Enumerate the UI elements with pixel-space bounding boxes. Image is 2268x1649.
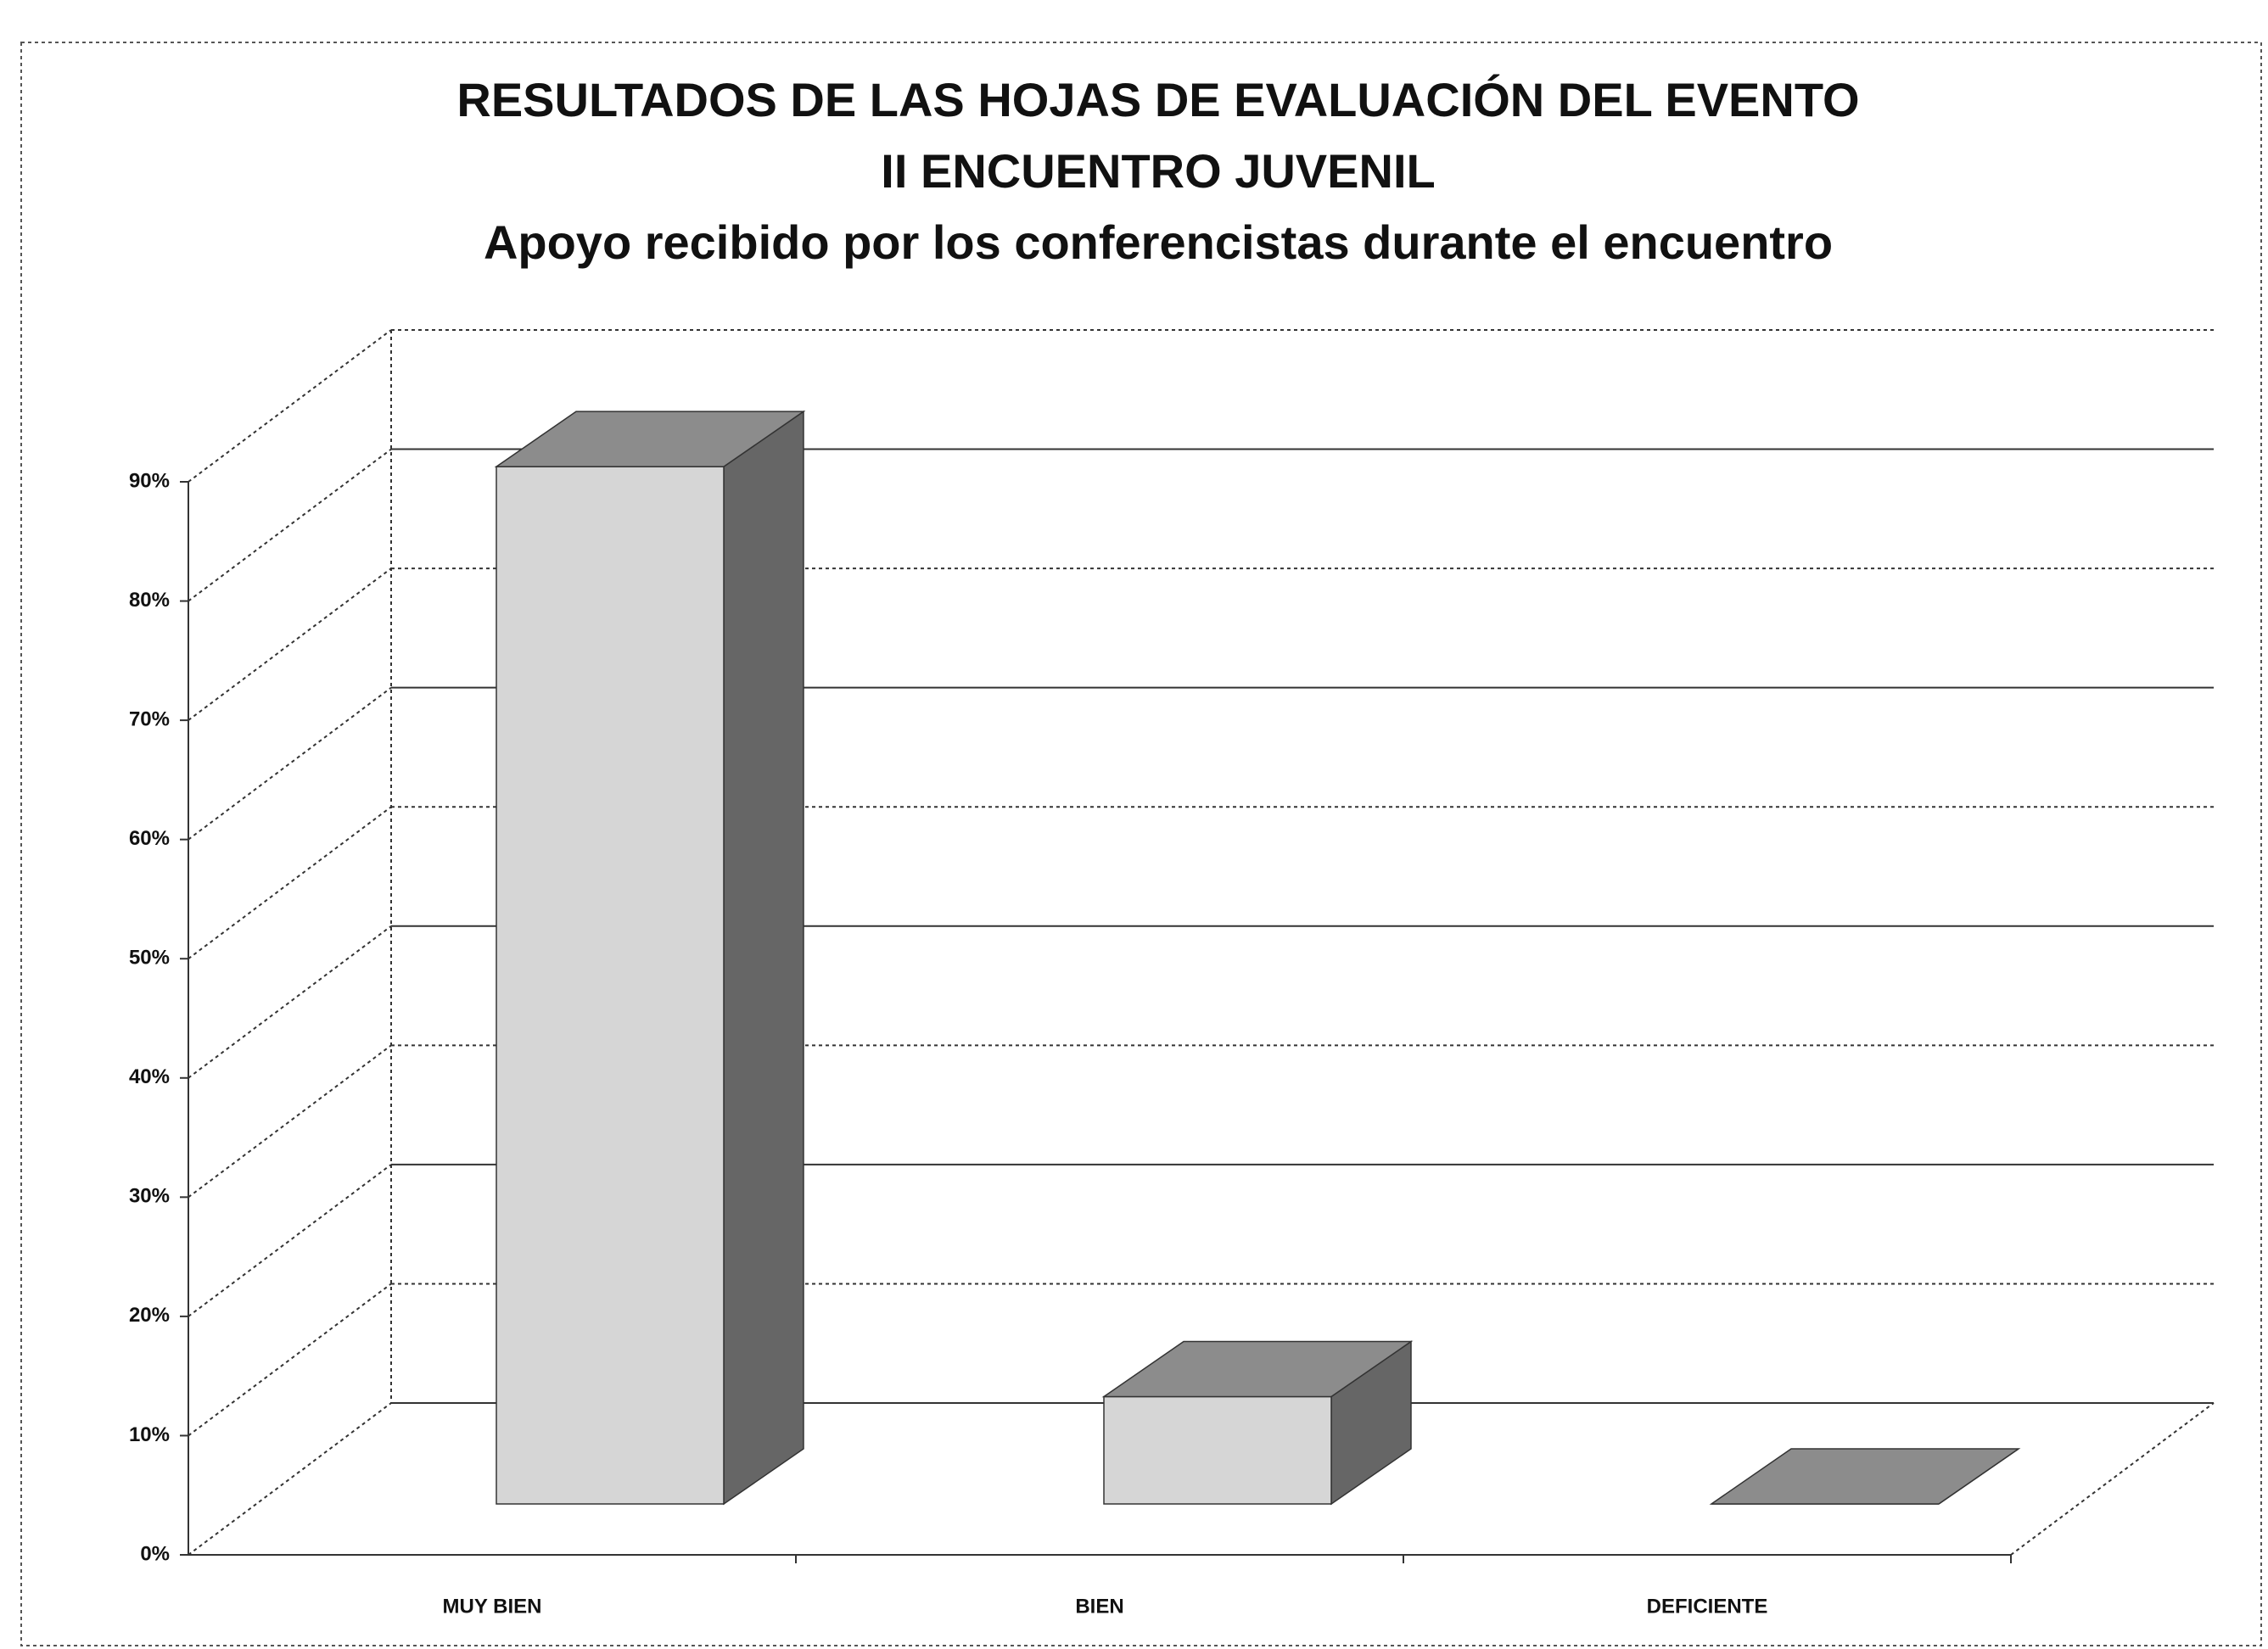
- grid-line: [188, 1164, 392, 1317]
- bar-top: [1101, 1340, 1414, 1398]
- grid-line: [188, 806, 392, 960]
- chart-title: II ENCUENTRO JUVENIL: [881, 144, 1435, 198]
- grid-line: [188, 448, 392, 602]
- y-tick-label: 80%: [129, 589, 170, 612]
- grid-line: [188, 1402, 392, 1556]
- bar: [494, 410, 806, 1506]
- grid-line: [188, 329, 392, 483]
- chart-border: [20, 42, 2262, 1646]
- chart-subtitle: Apoyo recibido por los conferencistas du…: [484, 215, 1833, 269]
- y-tick-label: 30%: [129, 1185, 170, 1208]
- bar: [1709, 1448, 2021, 1505]
- y-tick-label: 20%: [129, 1304, 170, 1327]
- grid-line: [188, 567, 392, 721]
- y-tick-label: 60%: [129, 827, 170, 850]
- bar-front: [496, 466, 725, 1505]
- y-tick-label: 50%: [129, 947, 170, 970]
- y-tick-label: 40%: [129, 1065, 170, 1088]
- x-tick-label: DEFICIENTE: [1647, 1595, 1768, 1618]
- bar-top: [1709, 1448, 2021, 1505]
- y-tick-label: 10%: [129, 1423, 170, 1446]
- y-tick-label: 90%: [129, 469, 170, 492]
- x-tick-label: MUY BIEN: [443, 1595, 542, 1618]
- x-tick-label: BIEN: [1075, 1595, 1123, 1618]
- bar-top: [494, 411, 806, 467]
- grid-line: [188, 925, 392, 1079]
- grid-line: [188, 1044, 392, 1199]
- grid-line: [188, 1283, 392, 1437]
- grid-line: [188, 686, 392, 841]
- bar: [1101, 1340, 1414, 1506]
- floor-edge: [2010, 1402, 2215, 1556]
- y-tick-label: 0%: [140, 1542, 170, 1565]
- chart-title: RESULTADOS DE LAS HOJAS DE EVALUACIÓN DE…: [456, 73, 1859, 126]
- y-tick-label: 70%: [129, 707, 170, 730]
- bar-front: [1103, 1395, 1332, 1505]
- bar-side: [723, 410, 804, 1506]
